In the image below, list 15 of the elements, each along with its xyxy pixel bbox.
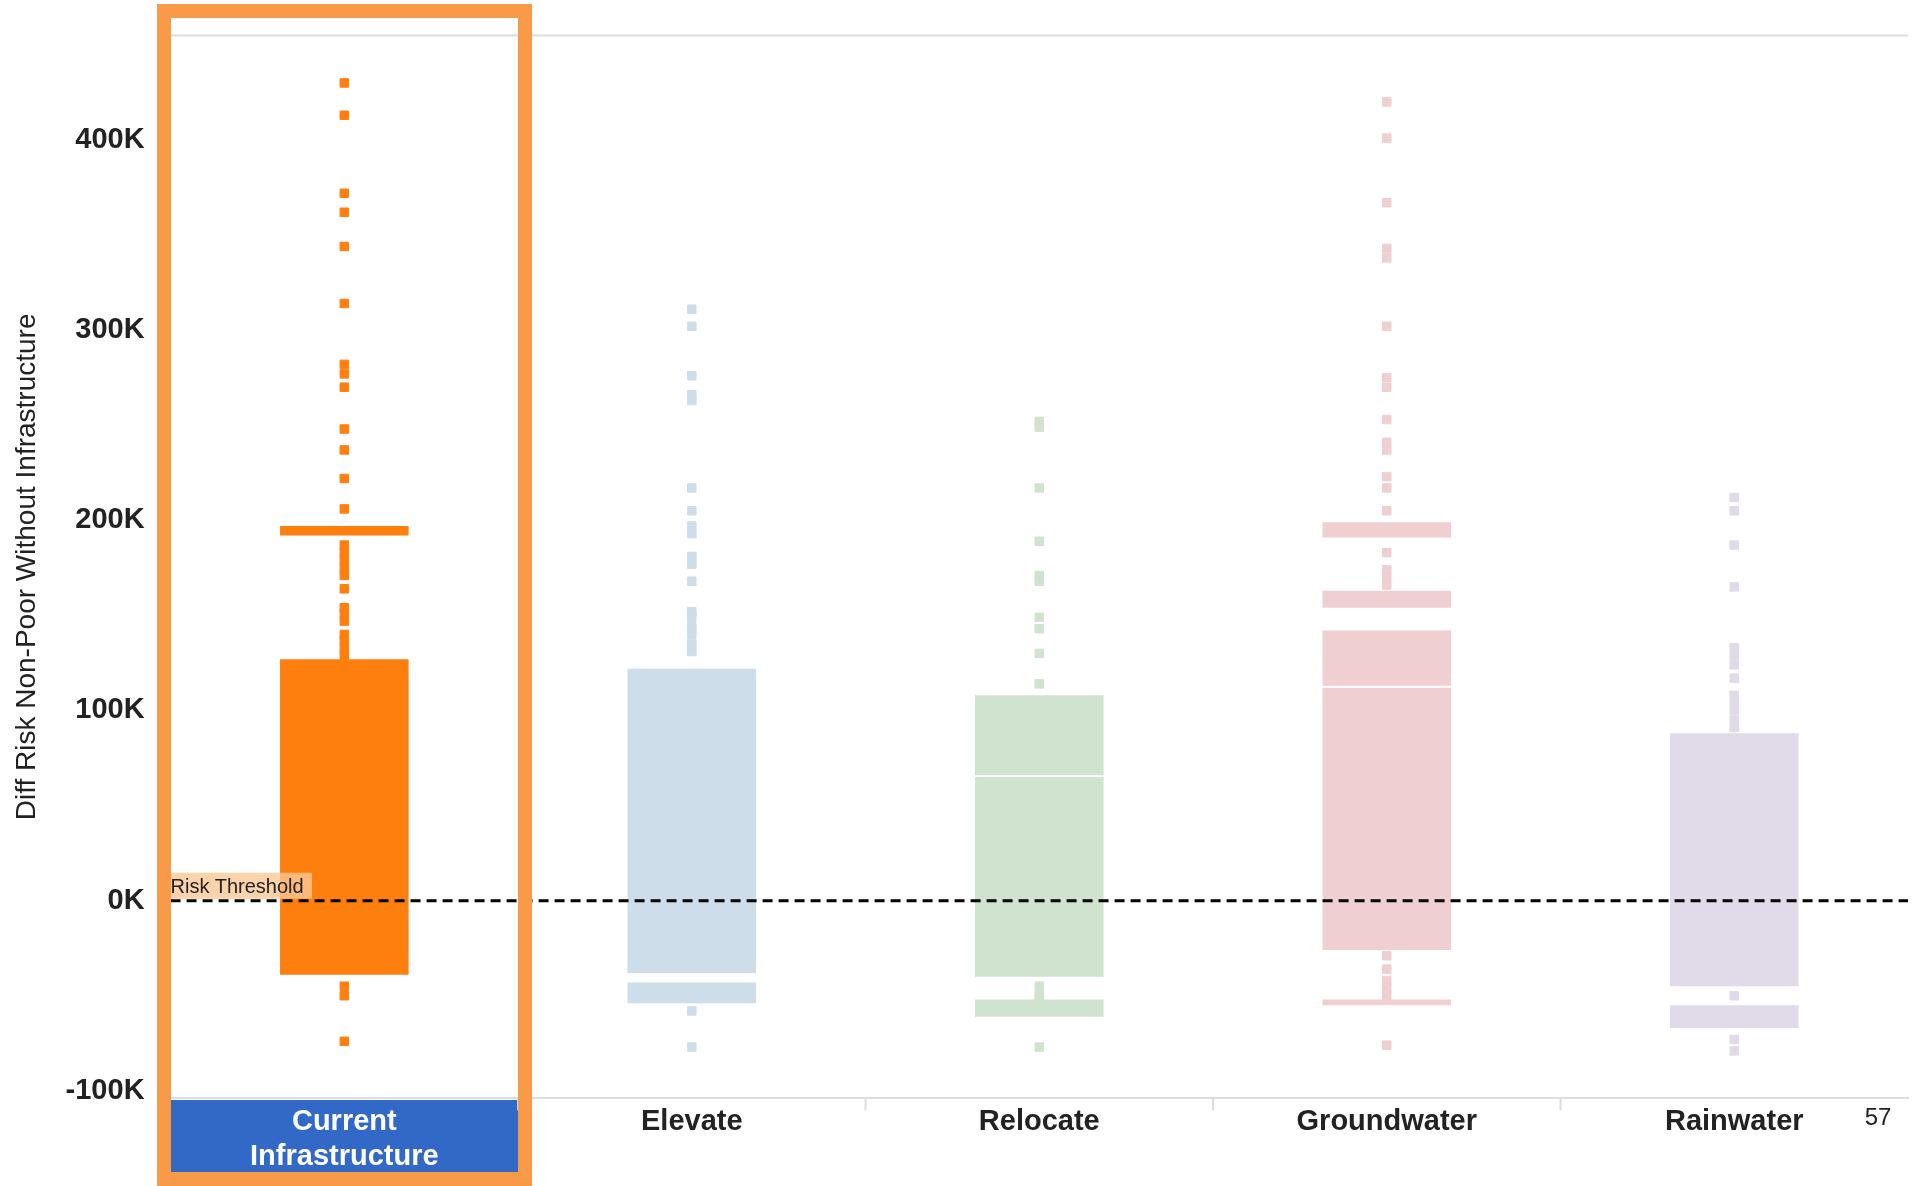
ref-line-label: Risk Threshold — [170, 875, 304, 898]
bar — [1322, 522, 1452, 538]
x-tick-label: Groundwater — [1296, 1103, 1478, 1136]
x-tick-label: Relocate — [978, 1103, 1100, 1136]
y-tick-label: 0K — [107, 882, 145, 915]
text: 57 — [1864, 1103, 1892, 1131]
x-tick-label: Rainwater — [1664, 1103, 1804, 1136]
y-axis-title: Diff Risk Non-Poor Without Infrastructure — [9, 313, 41, 821]
x-tick-label: Current Infrastructure — [250, 1103, 439, 1171]
y-tick-label: 400K — [75, 121, 145, 154]
y-tick-label: 300K — [75, 312, 145, 345]
x-tick-label: Elevate — [641, 1103, 743, 1136]
y-tick-label: -100K — [65, 1072, 145, 1105]
y-tick-label: 100K — [75, 692, 145, 725]
y-tick-label: 200K — [75, 502, 145, 535]
